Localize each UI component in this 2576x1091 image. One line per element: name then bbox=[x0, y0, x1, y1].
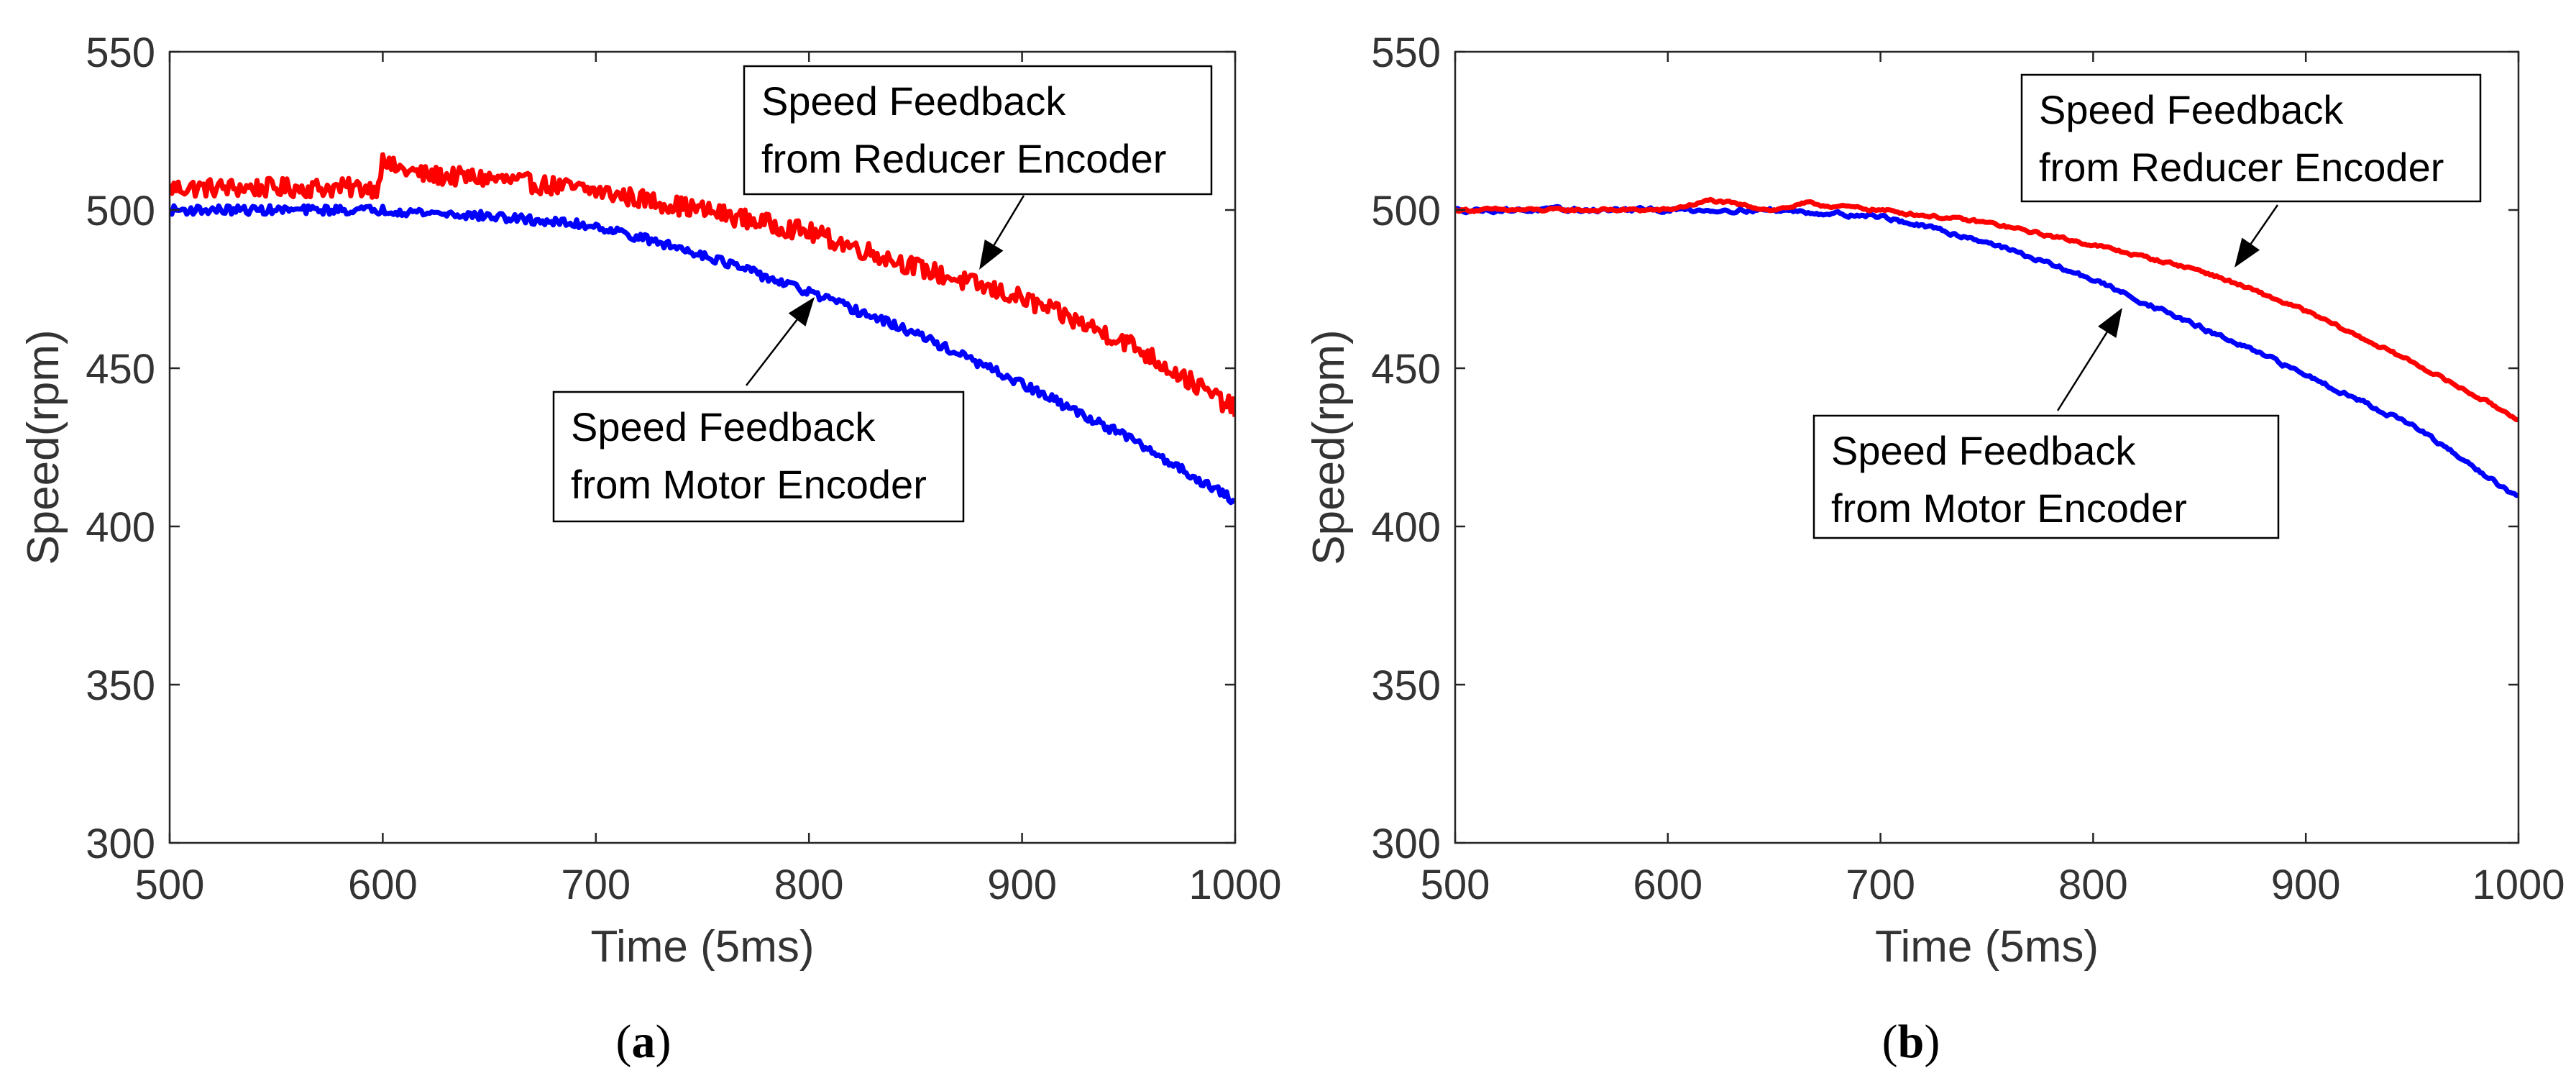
annotation-arrow-shaft bbox=[993, 195, 1025, 246]
y-tick-label: 550 bbox=[86, 29, 155, 76]
x-tick-label: 800 bbox=[774, 862, 844, 908]
x-tick-label: 600 bbox=[348, 862, 418, 908]
annotation-arrow-shaft bbox=[2250, 204, 2279, 245]
panel-label-paren: ( bbox=[616, 1015, 632, 1068]
annotation-arrow-head bbox=[979, 239, 1004, 270]
annotation-box bbox=[552, 391, 965, 523]
annotation-text-line: from Reducer Encoder bbox=[761, 136, 1166, 181]
x-tick-label: 800 bbox=[2058, 862, 2128, 908]
panel-label-paren: ( bbox=[1882, 1015, 1898, 1068]
annotation-text-line: Speed Feedback bbox=[1831, 428, 2136, 473]
annotation-reducer-encoder: Speed Feedback from Reducer Encoder bbox=[2020, 73, 2482, 268]
plot-frame bbox=[1454, 50, 2520, 844]
chart-panel-a: 500 600 700 800 900 1000 300 350 400 450 500 550 Tim… bbox=[19, 29, 1282, 1068]
x-tick-label: 1000 bbox=[2472, 862, 2564, 908]
x-axis-label: Time (5ms) bbox=[1875, 922, 2099, 972]
panel-label-letter: a bbox=[632, 1015, 656, 1068]
y-tick-label: 450 bbox=[1371, 346, 1441, 393]
y-tick-label: 500 bbox=[1371, 188, 1441, 234]
annotation-motor-encoder: Speed Feedback from Motor Encoder bbox=[552, 297, 965, 523]
y-tick-label: 550 bbox=[1371, 29, 1441, 76]
y-axis-label: Speed(rpm) bbox=[1304, 329, 1354, 565]
annotation-text-line: Speed Feedback bbox=[2039, 87, 2344, 132]
x-tick-label: 700 bbox=[561, 862, 631, 908]
x-tick-label: 900 bbox=[2271, 862, 2341, 908]
y-tick-label: 350 bbox=[86, 662, 155, 709]
y-tick-label: 500 bbox=[86, 188, 155, 234]
annotation-text-line: Speed Feedback bbox=[571, 404, 876, 449]
series-line-reducer-encoder bbox=[170, 152, 1235, 417]
x-axis-label: Time (5ms) bbox=[590, 922, 814, 972]
x-tick-label: 600 bbox=[1633, 862, 1702, 908]
annotation-arrow-head bbox=[2097, 308, 2122, 338]
annotation-text-line: from Motor Encoder bbox=[571, 462, 927, 507]
panel-label-paren: ) bbox=[656, 1015, 671, 1068]
annotation-text-line: from Motor Encoder bbox=[1831, 485, 2187, 531]
x-tick-label: 500 bbox=[1421, 862, 1490, 908]
annotation-text-line: Speed Feedback bbox=[761, 78, 1066, 124]
annotation-arrow-shaft bbox=[2056, 332, 2108, 411]
panel-label: (a) bbox=[616, 1015, 671, 1068]
annotation-box bbox=[2020, 73, 2482, 203]
annotation-arrow-head bbox=[2234, 237, 2260, 268]
x-tick-label: 700 bbox=[1846, 862, 1915, 908]
x-tick-label: 900 bbox=[987, 862, 1057, 908]
y-axis-label: Speed(rpm) bbox=[19, 329, 68, 565]
annotation-arrow-shaft bbox=[746, 319, 798, 386]
annotation-arrow-head bbox=[788, 297, 815, 327]
y-tick-label: 400 bbox=[1371, 504, 1441, 551]
x-tick-label: 500 bbox=[135, 862, 205, 908]
annotation-motor-encoder: Speed Feedback from Motor Encoder bbox=[1812, 308, 2280, 539]
series-line-reducer-encoder bbox=[1455, 196, 2518, 423]
panel-label-paren: ) bbox=[1924, 1015, 1940, 1068]
y-tick-label: 300 bbox=[86, 821, 155, 867]
annotation-text-line: from Reducer Encoder bbox=[2039, 145, 2444, 190]
y-tick-label: 400 bbox=[86, 504, 155, 551]
annotation-box bbox=[743, 65, 1213, 196]
annotation-reducer-encoder: Speed Feedback from Reducer Encoder bbox=[743, 65, 1213, 270]
y-tick-label: 450 bbox=[86, 346, 155, 393]
y-tick-label: 350 bbox=[1371, 662, 1441, 709]
series-line-motor-encoder bbox=[170, 203, 1235, 506]
annotation-box bbox=[1812, 414, 2280, 539]
x-tick-label: 1000 bbox=[1188, 862, 1281, 908]
panel-label-letter: b bbox=[1898, 1015, 1925, 1068]
plot-frame bbox=[168, 50, 1237, 844]
y-tick-label: 300 bbox=[1371, 821, 1441, 867]
chart-panel-b: 500 600 700 800 900 1000 300 350 400 450 500 550 Tim… bbox=[1304, 29, 2565, 1068]
panel-label: (b) bbox=[1882, 1015, 1940, 1068]
